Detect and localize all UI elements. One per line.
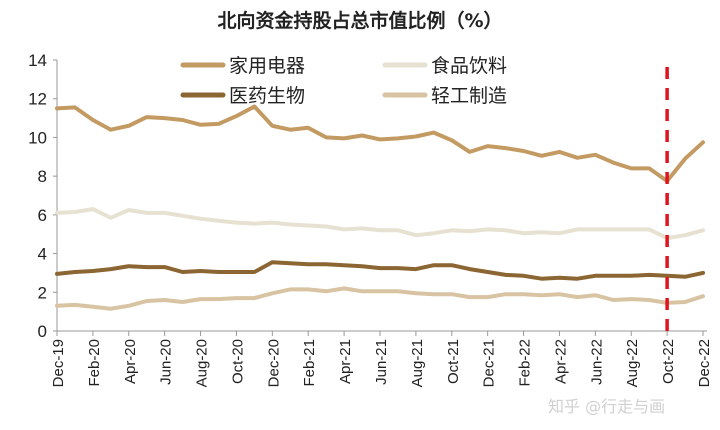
x-tick-label: Jun-22 — [588, 339, 605, 385]
x-tick-label: Oct-20 — [229, 339, 246, 384]
series-line-0 — [55, 104, 705, 183]
y-tick-label: 12 — [28, 90, 47, 109]
y-tick-label: 0 — [38, 322, 47, 341]
x-tick-label: Oct-21 — [445, 339, 462, 384]
y-tick-label: 2 — [38, 283, 47, 302]
x-tick-label: Dec-20 — [265, 339, 282, 387]
legend-label: 食品饮料 — [431, 55, 507, 77]
series-line-3 — [55, 286, 705, 311]
legend-label: 家用电器 — [229, 55, 305, 77]
series-line-2 — [55, 260, 705, 281]
x-tick-label: Aug-22 — [624, 339, 641, 387]
legend-label: 轻工制造 — [431, 85, 507, 107]
chart-title: 北向资金持股占总市值比例（%） — [217, 10, 503, 32]
x-tick-label: Dec-21 — [481, 339, 498, 387]
y-tick-label: 4 — [38, 245, 47, 264]
x-tick-label: Feb-21 — [301, 339, 318, 387]
x-tick-label: Jun-21 — [373, 339, 390, 385]
x-tick-label: Apr-20 — [122, 339, 139, 384]
y-tick-label: 14 — [28, 51, 47, 70]
watermark: 知乎 @行走与画 — [548, 397, 666, 416]
x-tick-label: Aug-20 — [194, 339, 211, 387]
x-tick-label: Dec-19 — [50, 339, 67, 387]
x-tick-label: Apr-21 — [337, 339, 354, 384]
x-tick-label: Dec-22 — [696, 339, 713, 387]
x-tick-label: Feb-22 — [517, 339, 534, 387]
x-tick-label: Feb-20 — [86, 339, 103, 387]
series-line-1 — [55, 207, 705, 241]
x-tick-label: Jun-20 — [158, 339, 175, 385]
x-tick-label: Oct-22 — [660, 339, 677, 384]
y-tick-label: 8 — [38, 167, 47, 186]
legend-label: 医药生物 — [229, 85, 305, 107]
y-tick-label: 6 — [38, 206, 47, 225]
x-tick-label: Apr-22 — [552, 339, 569, 384]
y-tick-label: 10 — [28, 128, 47, 147]
x-tick-label: Aug-21 — [409, 339, 426, 387]
